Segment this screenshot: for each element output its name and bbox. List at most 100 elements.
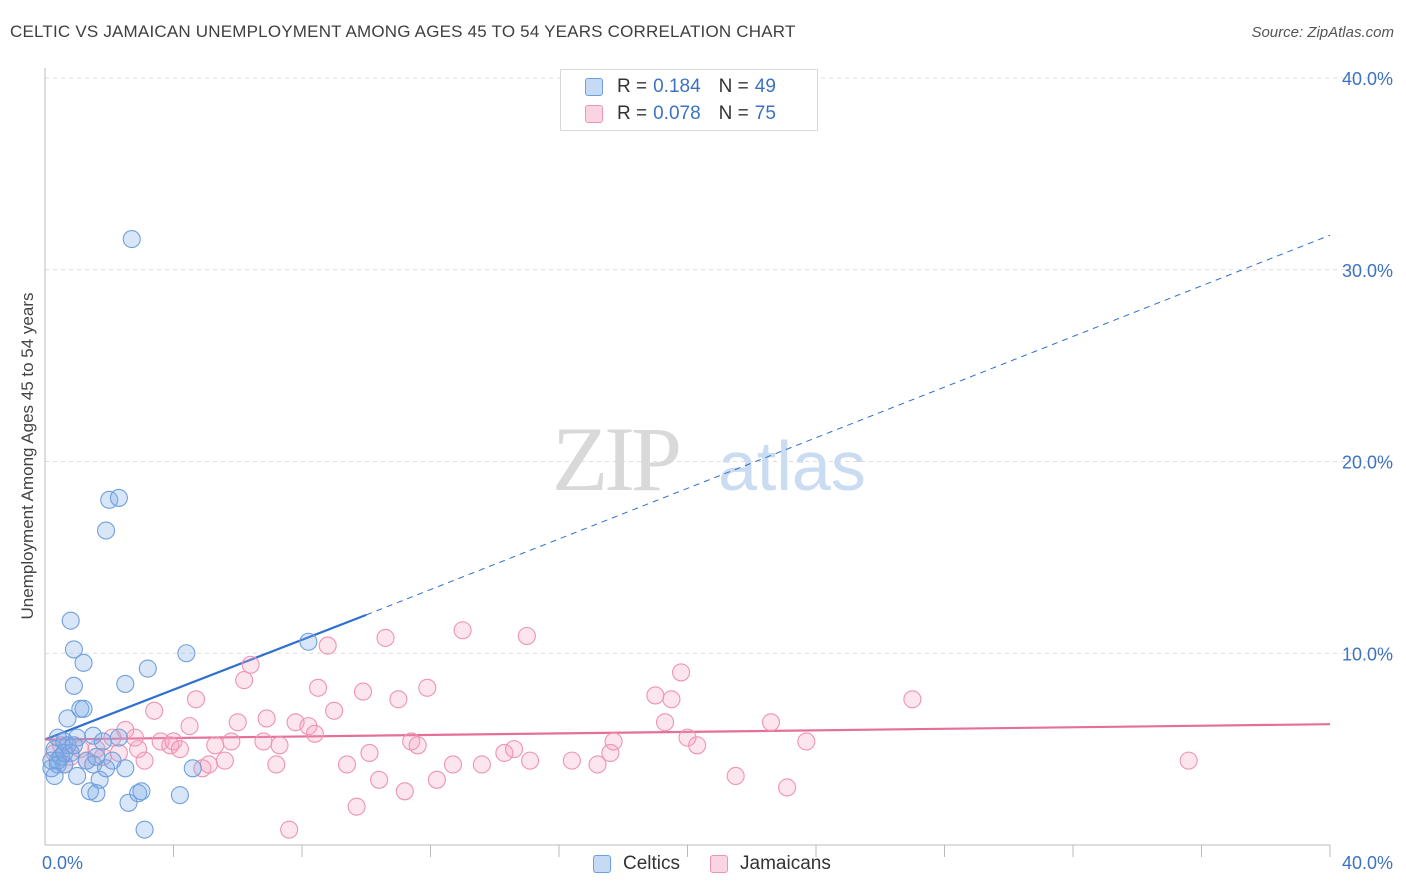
celtic-point-35 [119,793,138,812]
stats-row-jamaican: R = 0.078 N = 75 [585,101,776,127]
celtic-point-48 [64,736,83,755]
celtic-point-15 [64,676,83,695]
jamaican-point-63 [646,686,665,705]
celtic-trend-line [44,613,367,741]
series-legend: Celtics Jamaicans [593,852,861,876]
celtic-point-49 [103,751,122,770]
jamaican-point-45 [376,628,395,647]
jamaican-trend-line [44,723,1331,741]
y-tick-label-1: 10.0% [1342,644,1393,664]
celtic-point-14 [64,640,83,659]
jamaican-point-31 [267,755,286,774]
jamaican-point-50 [418,678,437,697]
jamaican-point-24 [215,751,234,770]
jamaican-point-38 [318,636,337,655]
jamaican-point-55 [495,743,514,763]
jamaican-point-49 [408,736,427,755]
celtic-point-19 [74,653,93,672]
jamaican-point-47 [395,782,414,801]
stats-row-celtic: R = 0.184 N = 49 [585,74,776,100]
legend-celtics-label: Celtics [623,853,681,874]
legend-item-jamaicans[interactable]: Jamaicans [710,853,831,875]
jamaican-point-23 [206,736,225,755]
celtic-point-37 [129,784,148,803]
jamaican-point-30 [257,709,276,728]
watermark-zip: ZIP [552,408,679,510]
jamaican-point-11 [116,720,135,740]
celtic-point-31 [96,521,116,540]
jamaican-point-13 [135,751,154,770]
jamaican-point-68 [688,736,707,755]
y-tick-label-3: 30.0% [1342,261,1393,281]
jamaican-point-59 [562,751,581,770]
jamaican-n-label: N = [718,103,749,124]
jamaican-point-43 [360,743,379,763]
celtic-point-40 [138,659,157,678]
jamaican-point-57 [517,626,536,646]
celtic-point-32 [109,488,128,507]
jamaican-point-27 [235,671,254,690]
jamaican-point-73 [903,690,922,709]
celtic-n-value: 49 [754,76,776,97]
celtic-point-28 [93,732,112,751]
x-tick-label-min: 0.0% [42,853,83,873]
celtic-n-label: N = [718,76,749,97]
celtic-point-43 [177,644,196,663]
jamaican-point-64 [655,713,675,732]
celtic-point-24 [84,726,103,745]
jamaican-point-74 [1179,751,1198,770]
jamaican-point-44 [370,770,389,789]
celtic-point-26 [90,770,109,789]
y-tick-labels: 10.0% 20.0% 30.0% 40.0% [1342,69,1393,664]
jamaican-point-71 [778,778,797,797]
chart-title: CELTIC VS JAMAICAN UNEMPLOYMENT AMONG AG… [10,22,796,41]
x-tick-marks [173,845,1331,857]
jamaican-point-52 [443,755,463,774]
jamaican-point-66 [672,663,691,682]
celtic-r-value: 0.184 [653,76,701,97]
jamaican-point-26 [228,713,247,732]
jamaican-point-10 [109,743,128,763]
celtic-point-20 [74,699,93,718]
jamaican-point-75 [125,728,144,747]
jamaican-point-25 [222,732,241,751]
jamaican-n-value: 75 [754,103,776,124]
jamaican-point-36 [305,724,324,743]
celtic-point-47 [55,743,74,763]
celtic-point-36 [122,230,141,249]
celtic-trend-extension [366,234,1331,616]
celtic-point-42 [170,786,189,805]
jamaican-point-29 [254,732,273,751]
y-tick-label-4: 40.0% [1342,69,1393,89]
legend-item-celtics[interactable]: Celtics [593,853,680,875]
source-label: Source: ZipAtlas.com [1251,24,1394,41]
legend-celtics-swatch [593,855,611,873]
jamaican-point-18 [170,740,189,759]
celtic-point-39 [135,820,154,839]
celtic-point-13 [61,611,80,630]
jamaican-r-value: 0.078 [653,103,701,124]
jamaican-point-41 [347,797,366,816]
jamaican-point-12 [129,740,148,759]
celtic-point-46 [48,751,67,770]
x-tick-label-max: 40.0% [1342,853,1393,873]
jamaican-point-46 [389,690,408,709]
jamaican-point-72 [797,732,816,751]
jamaican-point-15 [151,732,170,751]
watermark: ZIP atlas [552,408,866,510]
x-tick-labels: 0.0% 40.0% [42,853,1393,873]
celtic-point-27 [87,784,106,803]
jamaican-point-42 [353,682,373,701]
jamaican-r-label: R = [617,103,648,124]
jamaican-point-53 [453,621,472,640]
celtic-point-16 [68,766,87,786]
jamaican-point-67 [678,728,697,747]
jamaican-point-51 [427,770,446,789]
jamaican-point-65 [662,690,681,709]
legend-jamaicans-label: Jamaicans [740,853,831,874]
jamaican-point-28 [241,655,260,674]
watermark-atlas: atlas [718,427,866,505]
trend-lines [44,234,1331,741]
celtic-point-41 [109,728,128,747]
